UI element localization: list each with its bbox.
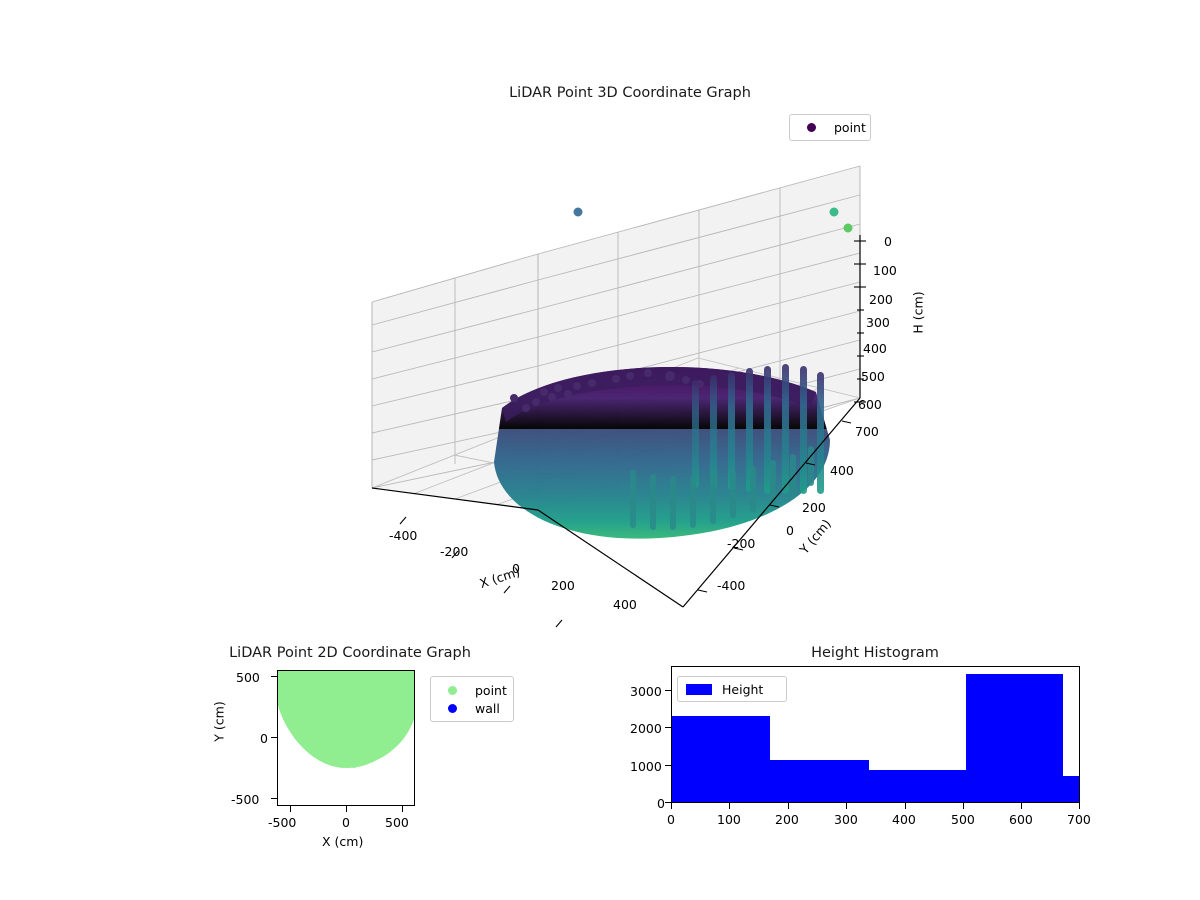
histogram-xtick-3: 300 — [834, 812, 858, 827]
plot3d-zlabel: H (cm) — [910, 291, 926, 334]
point-region-edge — [283, 708, 414, 768]
histogram-xtickmark-700 — [1079, 803, 1081, 809]
histogram-ytick-3: 3000 — [630, 684, 662, 699]
plot2d-ylabel: Y (cm) — [211, 701, 227, 742]
plot2d-legend: point wall — [430, 676, 514, 722]
plot3d-ytick-3: 200 — [802, 500, 826, 515]
wall-marker-icon — [439, 703, 465, 713]
plot3d-ztick-3: 300 — [866, 315, 890, 330]
histogram-title: Height Histogram — [811, 645, 939, 661]
histogram-xtick-5: 500 — [951, 812, 975, 827]
plot2d-xlabel: X (cm) — [322, 834, 364, 849]
point-region-2d — [278, 671, 414, 768]
plot3d-xtick-2: 0 — [512, 561, 520, 576]
histogram-ytickmark-2000 — [665, 727, 671, 729]
histogram-bar-1 — [769, 760, 869, 802]
plot3d-xtick-4: 400 — [613, 597, 637, 612]
legend-item-point: point — [798, 119, 866, 136]
histogram-xtickmark-400 — [905, 803, 907, 809]
plot2d-xtick-0: -500 — [268, 815, 297, 830]
histogram-xtickmark-100 — [729, 803, 731, 809]
legend-label-height: Height — [722, 681, 764, 697]
plot2d-ytickmark-m500 — [271, 798, 277, 800]
plot3d-ytick-4: 400 — [830, 463, 854, 478]
histogram-xtick-6: 600 — [1009, 812, 1033, 827]
plot3d-ztick-0: 0 — [884, 234, 892, 249]
histogram-xtickmark-600 — [1021, 803, 1023, 809]
plot3d-axes — [330, 140, 930, 630]
plot3d-xtick-3: 200 — [551, 578, 575, 593]
rim-outlier-points — [510, 369, 704, 412]
point-cloud-3d — [494, 207, 853, 539]
outlier-point-1 — [573, 207, 583, 217]
histogram-xtick-2: 200 — [775, 812, 799, 827]
legend-item-wall-2d: wall — [439, 699, 505, 717]
plot3d-ztick-5: 500 — [861, 369, 885, 384]
histogram-ytick-0: 0 — [657, 796, 665, 811]
plot3d-ytick-1: -200 — [727, 536, 756, 551]
legend-item-point-2d: point — [439, 681, 507, 699]
histogram-ytick-2: 2000 — [630, 721, 662, 736]
yaxis-ticks-3d — [697, 420, 852, 593]
legend-label-point: point — [834, 120, 866, 135]
histogram-xtick-1: 100 — [717, 812, 741, 827]
plot3d-canvas — [371, 165, 866, 628]
legend-item-height: Height — [686, 681, 778, 697]
plot3d-title: LiDAR Point 3D Coordinate Graph — [509, 85, 751, 101]
plot2d-xtickmark-m500 — [290, 806, 292, 812]
legend-label-point-2d: point — [475, 682, 507, 698]
plot2d-xtick-2: 500 — [385, 815, 409, 830]
plot2d-ytick-1: 0 — [260, 731, 268, 746]
histogram-legend: Height — [677, 676, 787, 702]
plot3d-legend: point — [789, 114, 871, 141]
plot3d-xtick-0: -400 — [389, 528, 418, 543]
plot2d-ytick-2: 500 — [236, 670, 260, 685]
plot2d-title: LiDAR Point 2D Coordinate Graph — [229, 645, 471, 661]
legend-label-wall-2d: wall — [475, 700, 500, 716]
histogram-xtick-7: 700 — [1067, 812, 1091, 827]
plot2d-ytickmark-0 — [271, 737, 277, 739]
plot3d-ytick-0: -400 — [717, 578, 746, 593]
outlier-point-3 — [843, 223, 853, 233]
plot2d-xtickmark-0 — [346, 806, 348, 812]
histogram-bar-3 — [966, 673, 1063, 802]
histogram-xtickmark-500 — [963, 803, 965, 809]
histogram-ytickmark-1000 — [665, 765, 671, 767]
histogram-xtickmark-200 — [788, 803, 790, 809]
plot2d-xtick-1: 0 — [342, 815, 350, 830]
histogram-bar-0 — [672, 716, 770, 802]
axis-spines-3d — [371, 235, 861, 608]
plot2d-canvas — [278, 671, 414, 768]
scan-columns — [692, 364, 824, 494]
plot3d-ztick-1: 100 — [873, 263, 897, 278]
histogram-bar-4 — [1062, 776, 1079, 802]
histogram-bar-2 — [868, 769, 967, 802]
zaxis-ticks-3d — [854, 240, 866, 403]
plot3d-ztick-6: 600 — [858, 397, 882, 412]
histogram-xtick-0: 0 — [667, 812, 675, 827]
histogram-xtick-4: 400 — [892, 812, 916, 827]
point-marker-icon — [439, 685, 465, 695]
outlier-point-2 — [829, 207, 839, 217]
plot3d-ztick-7: 700 — [855, 424, 879, 439]
histogram-ytickmark-0 — [665, 802, 671, 804]
histogram-axes — [671, 666, 1080, 803]
plot3d-ztick-4: 400 — [863, 341, 887, 356]
height-patch-icon — [686, 683, 712, 695]
plot3d-ztick-2: 200 — [869, 292, 893, 307]
plot3d-ytick-2: 0 — [786, 523, 794, 538]
plot2d-ytick-0: -500 — [231, 792, 260, 807]
plot2d-axes — [277, 670, 415, 806]
histogram-xtickmark-0 — [671, 803, 673, 809]
plot3d-xtick-1: -200 — [440, 544, 469, 559]
histogram-ytick-1: 1000 — [630, 759, 662, 774]
xaxis-ticks-3d — [399, 516, 563, 628]
histogram-xtickmark-300 — [846, 803, 848, 809]
plot2d-ytickmark-500 — [271, 676, 277, 678]
point-marker-icon — [798, 123, 824, 132]
plot2d-xtickmark-500 — [402, 806, 404, 812]
histogram-ytickmark-3000 — [665, 690, 671, 692]
